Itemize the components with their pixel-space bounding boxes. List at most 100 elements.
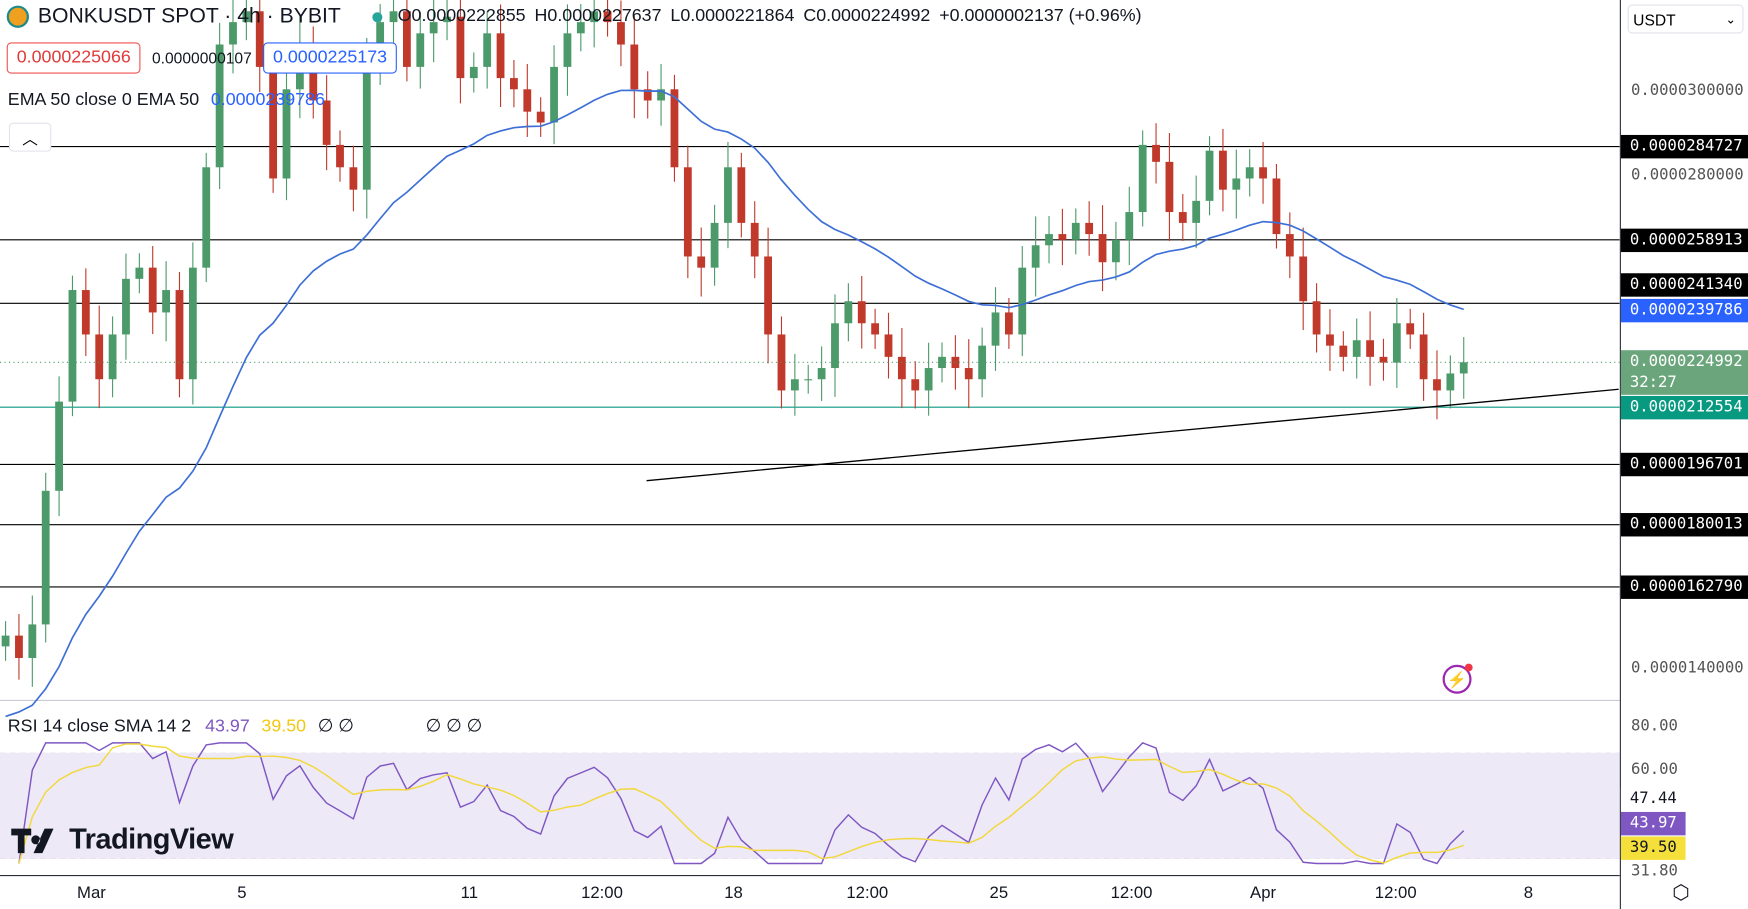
candle-body: [817, 368, 826, 380]
candle-body: [1112, 239, 1120, 263]
ema-price-label: 0.0000239786: [1620, 298, 1748, 323]
candle: [710, 204, 719, 286]
candle: [41, 472, 50, 643]
rsi-value-label: 43.97: [1620, 811, 1686, 836]
candle-body: [897, 356, 906, 380]
candle: [282, 67, 291, 201]
candle: [188, 242, 197, 405]
chart-canvas[interactable]: [0, 0, 1620, 909]
candle-body: [510, 78, 518, 90]
time-tick: 8: [1523, 883, 1534, 903]
rsi-legend-label[interactable]: RSI 14 close SMA 14 2: [7, 717, 192, 737]
level-price-label: 0.0000258913: [1620, 228, 1748, 253]
candle-body: [1259, 167, 1267, 179]
candle-body: [1406, 323, 1415, 335]
candle: [242, 0, 251, 41]
candle-body: [737, 167, 746, 223]
candle: [108, 316, 117, 398]
candle-body: [844, 301, 853, 324]
candle-body: [41, 490, 50, 625]
candle-body: [657, 89, 665, 101]
currency-select[interactable]: USDT ⌄: [1627, 4, 1744, 34]
candle-body: [1165, 161, 1174, 213]
candle: [590, 0, 599, 48]
candle: [1312, 283, 1321, 353]
candle: [817, 346, 826, 401]
chevron-up-icon: ︿: [22, 129, 38, 148]
candle-body: [229, 22, 237, 45]
candle-body: [349, 167, 358, 190]
candle-body: [122, 278, 130, 335]
time-tick: Apr: [1250, 883, 1277, 903]
candle-body: [1379, 356, 1388, 363]
candle-body: [790, 379, 799, 391]
candle-body: [1232, 178, 1241, 190]
candle: [991, 287, 1000, 371]
settings-hex-icon[interactable]: ⬡: [1672, 881, 1690, 904]
candle: [349, 145, 358, 212]
candle: [202, 152, 211, 283]
rsi-legend-value: 43.97: [205, 717, 250, 737]
candle-body: [724, 167, 732, 223]
candle-body: [697, 256, 706, 268]
candle: [269, 52, 278, 193]
candle-body: [630, 44, 639, 90]
candle-body: [68, 290, 77, 402]
candle-body: [911, 379, 920, 391]
level-price-label: 0.0000212554: [1620, 396, 1748, 420]
time-tick: 12:00: [1110, 883, 1153, 903]
candle-body: [1392, 323, 1401, 363]
candle: [148, 245, 157, 335]
candle-body: [1192, 200, 1201, 223]
candle-body: [1366, 340, 1374, 357]
candle: [857, 275, 866, 349]
tradingview-logo[interactable]: TradingView: [11, 822, 234, 857]
candle: [737, 152, 746, 238]
rsi-tick: 31.80: [1630, 862, 1678, 880]
candle-body: [95, 334, 104, 380]
candle-body: [322, 100, 331, 145]
ohlc-high: H0.0000227637: [534, 6, 662, 26]
time-tick: 12:00: [581, 883, 623, 903]
candle-body: [1272, 178, 1281, 235]
candle-body: [362, 66, 371, 190]
candle: [122, 253, 130, 360]
trendline[interactable]: [646, 388, 1619, 482]
lightning-icon[interactable]: ⚡: [1442, 663, 1473, 694]
ema-legend-label[interactable]: EMA 50 close 0 EMA 50: [7, 90, 200, 110]
candle-body: [269, 66, 278, 179]
candle: [456, 0, 465, 104]
candle: [603, 0, 612, 37]
candle-body: [81, 290, 90, 335]
buy-button[interactable]: 0.0000225173: [262, 42, 398, 74]
rsi-tick: 80.00: [1630, 717, 1678, 735]
candle-body: [1018, 267, 1027, 335]
candle-body: [443, 16, 451, 23]
collapse-legend-button[interactable]: ︿: [8, 122, 52, 152]
candle-body: [550, 66, 558, 123]
candle-body: [964, 368, 973, 380]
candle: [1352, 318, 1361, 379]
candle-body: [750, 222, 759, 257]
level-price-label: 0.0000284727: [1620, 135, 1748, 159]
price-tick: 0.0000140000: [1630, 659, 1744, 677]
candle-body: [1004, 312, 1013, 335]
candle: [523, 64, 532, 137]
candle: [28, 595, 37, 687]
tradingview-logo-icon: [11, 828, 54, 853]
candle: [804, 364, 813, 394]
candle-body: [670, 89, 679, 168]
candle-body: [603, 11, 612, 23]
candle: [911, 361, 920, 409]
candle-body: [496, 33, 505, 79]
candle: [884, 312, 893, 379]
sell-button[interactable]: 0.0000225066: [6, 42, 141, 74]
ema-50-line: [5, 89, 1464, 718]
candle: [510, 60, 518, 108]
symbol-title[interactable]: BONKUSDT SPOT · 4h · BYBIT: [37, 4, 341, 28]
candle-body: [1138, 144, 1147, 213]
candle: [389, 0, 398, 48]
candle: [229, 0, 237, 74]
level-price-label: 0.0000241340: [1620, 273, 1748, 297]
